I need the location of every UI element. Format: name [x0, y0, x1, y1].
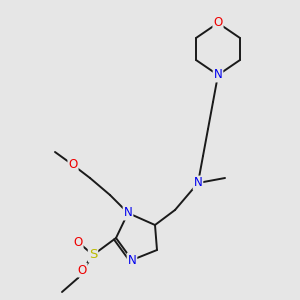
- Text: N: N: [124, 206, 132, 220]
- Text: N: N: [194, 176, 202, 190]
- Text: O: O: [68, 158, 78, 172]
- Text: N: N: [214, 68, 222, 82]
- Text: O: O: [213, 16, 223, 29]
- Text: S: S: [89, 248, 97, 262]
- Text: O: O: [77, 263, 87, 277]
- Text: O: O: [74, 236, 82, 248]
- Text: N: N: [128, 254, 136, 266]
